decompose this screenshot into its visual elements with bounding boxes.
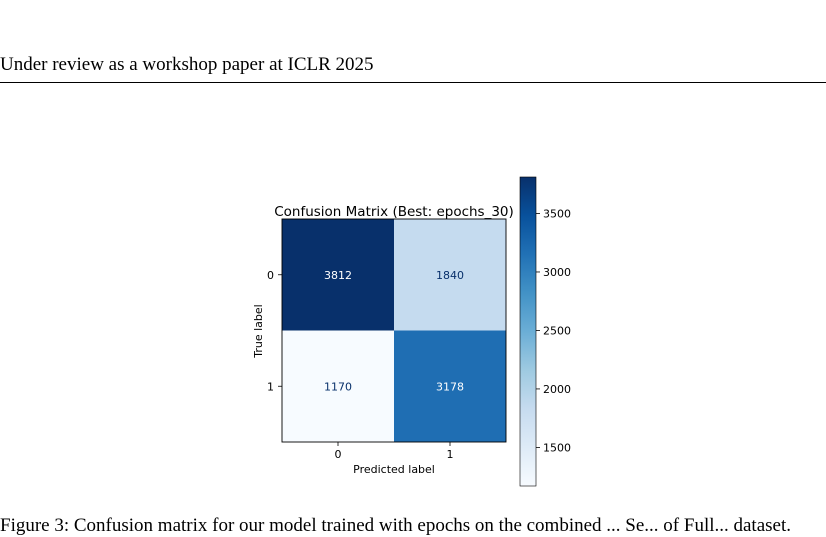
colorbar-tick-label: 2000	[543, 383, 571, 396]
y-axis-label: True label	[252, 304, 265, 358]
x-axis-label: Predicted label	[353, 463, 435, 476]
plot-frame	[281, 218, 507, 443]
colorbar-tick-label: 3000	[543, 266, 571, 279]
heatmap-cell-0-0	[282, 219, 394, 331]
confusion-matrix-figure: Confusion Matrix (Best: epochs_30) 3812 1…	[252, 176, 571, 487]
colorbar-tick-label: 3500	[543, 207, 571, 220]
heatmap-cell-1-1	[394, 330, 506, 442]
x-tick-label: 1	[447, 448, 454, 461]
chart-title: Confusion Matrix (Best: epochs_30)	[274, 204, 514, 220]
colorbar-tick-label: 2500	[543, 324, 571, 337]
header-rule	[0, 82, 826, 83]
colorbar	[519, 176, 537, 487]
cell-value-label: 1840	[436, 269, 464, 282]
colorbar-tick-label: 1500	[543, 441, 571, 454]
running-header: Under review as a workshop paper at ICLR…	[0, 54, 374, 75]
heatmap-cell-0-1	[394, 219, 506, 331]
y-tick-label: 1	[267, 380, 274, 393]
figure-caption: Figure 3: Confusion matrix for our model…	[0, 515, 792, 536]
heatmap-cell-1-0	[282, 330, 394, 442]
cell-value-label: 3178	[436, 380, 464, 393]
cell-value-label: 3812	[324, 269, 352, 282]
cell-value-label: 1170	[324, 380, 352, 393]
y-tick-label: 0	[267, 269, 274, 282]
x-tick-label: 0	[335, 448, 342, 461]
